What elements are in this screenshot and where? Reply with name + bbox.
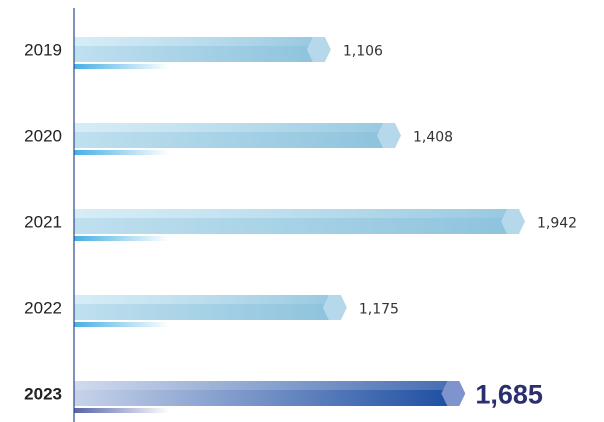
- bar-shine: [74, 123, 385, 132]
- bar-group: 2021 1,942: [24, 209, 577, 241]
- bar-group: 2023 1,685: [24, 380, 543, 413]
- bar-group: 2022 1,175: [24, 295, 399, 327]
- bar-underline: [74, 322, 169, 327]
- bar-group: 2020 1,408: [24, 123, 453, 155]
- bar-group: 2019 1,106: [24, 37, 383, 69]
- value-label: 1,685: [475, 380, 543, 410]
- bars-layer: 2019 1,106 2020 1,408 2021 1,942 2022 1,175 2023…: [24, 37, 577, 413]
- value-label: 1,175: [359, 302, 399, 318]
- category-label: 2022: [24, 299, 62, 318]
- bar-shine: [74, 37, 315, 46]
- bar-shine: [74, 209, 509, 218]
- bar-underline: [74, 64, 169, 69]
- bar-underline: [74, 150, 169, 155]
- bar-tip: [306, 37, 331, 62]
- bar-shine: [74, 295, 331, 304]
- bar: [74, 381, 450, 406]
- bar-tip: [376, 123, 401, 148]
- bar-underline: [74, 408, 169, 413]
- bar-tip: [501, 209, 525, 234]
- bar-tip: [322, 295, 347, 320]
- category-label: 2020: [24, 127, 62, 146]
- bar-tip: [441, 381, 466, 406]
- value-label: 1,106: [343, 44, 383, 60]
- value-label: 1,408: [413, 130, 453, 146]
- bar-shine: [74, 381, 450, 390]
- category-label: 2023: [24, 385, 62, 404]
- bar-underline: [74, 236, 169, 241]
- value-label: 1,942: [537, 216, 577, 232]
- category-label: 2019: [24, 41, 62, 60]
- category-label: 2021: [24, 213, 62, 232]
